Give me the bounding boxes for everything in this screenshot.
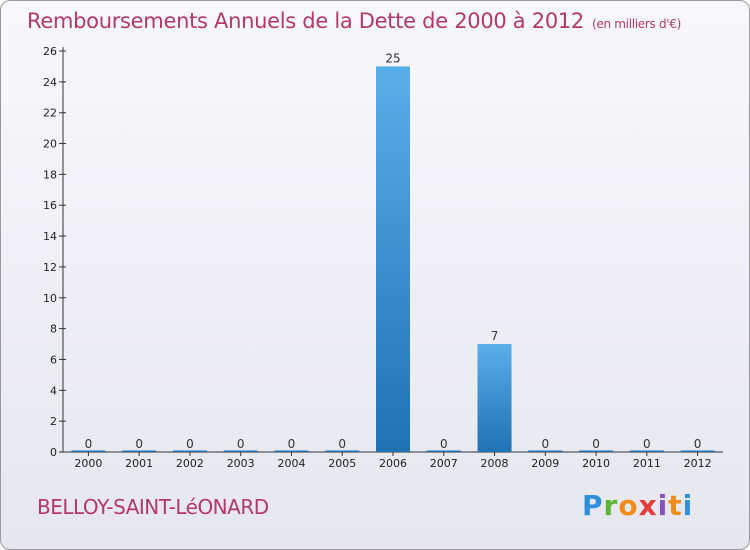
x-tick-label: 2003	[227, 457, 255, 470]
data-label: 0	[85, 437, 93, 451]
data-label: 0	[338, 437, 346, 451]
logo-letter: P	[582, 489, 604, 522]
data-label: 0	[440, 437, 448, 451]
x-tick-label: 2008	[481, 457, 509, 470]
data-label: 0	[643, 437, 651, 451]
bar	[274, 450, 309, 452]
x-tick-label: 2002	[176, 457, 204, 470]
y-tick-label: 10	[43, 292, 57, 305]
x-tick-label: 2012	[684, 457, 712, 470]
y-tick-label: 8	[50, 323, 57, 336]
bar	[223, 450, 258, 452]
y-tick-label: 26	[43, 45, 57, 58]
y-tick-label: 14	[43, 230, 57, 243]
x-tick-label: 2007	[430, 457, 458, 470]
location-name: BELLOY-SAINT-LéONARD	[37, 495, 269, 519]
logo-letter: r	[603, 489, 619, 522]
bar	[426, 450, 461, 452]
y-tick-label: 0	[50, 446, 57, 459]
bar	[71, 450, 106, 452]
x-tick-label: 2004	[277, 457, 305, 470]
x-tick-label: 2001	[125, 457, 153, 470]
chart-bars	[71, 66, 715, 452]
bar	[680, 450, 715, 452]
data-label: 25	[385, 51, 400, 65]
data-label: 0	[541, 437, 549, 451]
data-label: 0	[186, 437, 194, 451]
y-tick-label: 24	[43, 76, 57, 89]
y-tick-label: 20	[43, 138, 57, 151]
logo-letter: i	[657, 489, 669, 522]
bar	[172, 450, 207, 452]
y-tick-label: 18	[43, 168, 57, 181]
y-tick-label: 22	[43, 107, 57, 120]
x-tick-label: 2005	[328, 457, 356, 470]
x-tick-label: 2009	[531, 457, 559, 470]
bar	[325, 450, 360, 452]
bar	[528, 450, 563, 452]
logo-letter: o	[618, 489, 639, 522]
logo-letter: t	[668, 489, 683, 522]
data-label: 0	[288, 437, 296, 451]
chart-subtitle: (en milliers d'€)	[592, 17, 682, 31]
proxiti-logo: Proxiti	[582, 489, 693, 522]
chart-title: Remboursements Annuels de la Dette de 20…	[27, 9, 681, 33]
data-label: 0	[237, 437, 245, 451]
bar	[122, 450, 157, 452]
logo-letter: x	[638, 489, 658, 522]
bar	[629, 450, 664, 452]
y-tick-label: 16	[43, 199, 57, 212]
data-label: 0	[694, 437, 702, 451]
x-tick-label: 2000	[74, 457, 102, 470]
y-tick-label: 2	[50, 415, 57, 428]
bar	[579, 450, 614, 452]
y-tick-label: 12	[43, 261, 57, 274]
chart-title-text: Remboursements Annuels de la Dette de 20…	[27, 9, 584, 33]
x-tick-label: 2011	[633, 457, 661, 470]
y-tick-label: 6	[50, 353, 57, 366]
bar	[376, 66, 410, 452]
x-tick-label: 2010	[582, 457, 610, 470]
data-label: 0	[135, 437, 143, 451]
data-label: 0	[592, 437, 600, 451]
data-label: 7	[491, 329, 499, 343]
y-tick-label: 4	[50, 384, 57, 397]
chart-labels: 0 0 0 0 0 0 25 0 7 0 0 0 0	[85, 51, 702, 451]
x-tick-label: 2006	[379, 457, 407, 470]
bar	[477, 344, 512, 452]
logo-letter: i	[682, 489, 694, 522]
